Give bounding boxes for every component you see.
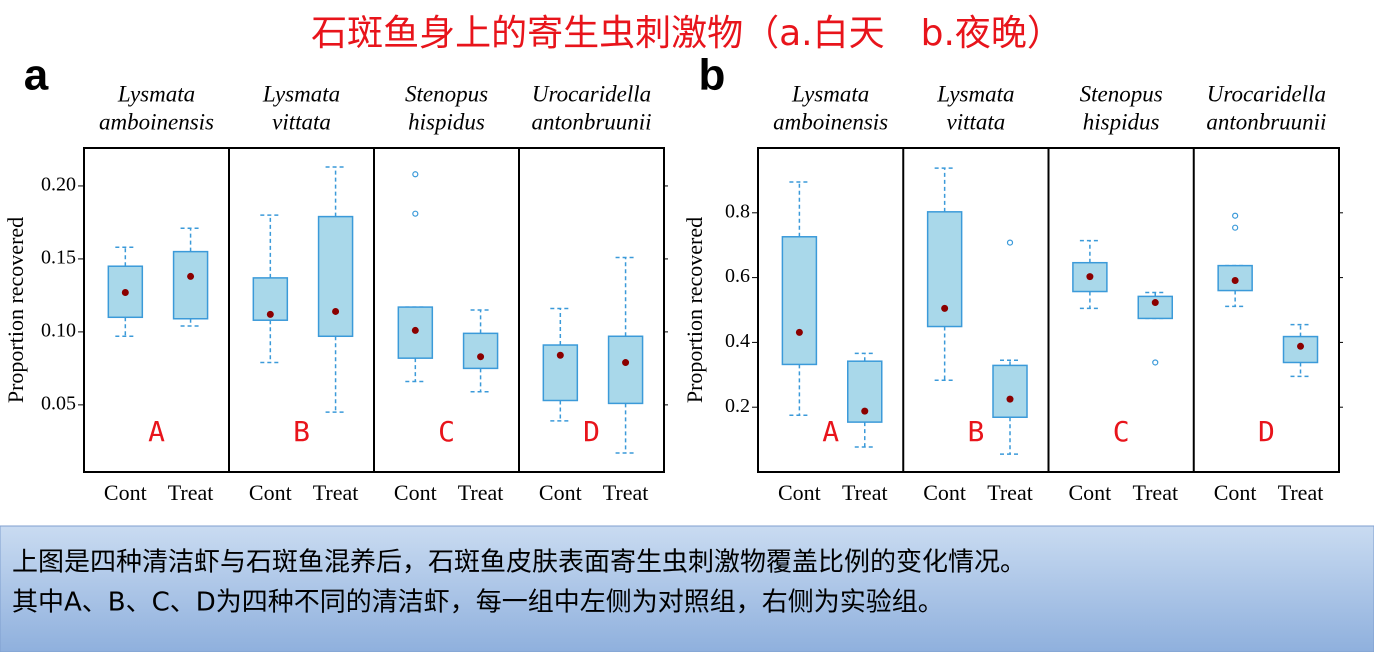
panel-label: a	[24, 51, 49, 100]
outlier	[1152, 359, 1159, 366]
y-tick-label: 0.15	[41, 247, 76, 269]
outlier	[412, 210, 419, 217]
group-letter: D	[583, 415, 600, 448]
outlier	[412, 171, 419, 178]
x-tick-label: Treat	[1132, 480, 1178, 505]
mean-dot	[266, 310, 274, 318]
facet-label: Stenopus	[405, 81, 488, 106]
x-tick-label: Cont	[923, 480, 966, 505]
facet-label: amboinensis	[99, 109, 214, 134]
box	[172, 250, 209, 320]
outlier	[1232, 212, 1239, 219]
x-tick-label: Cont	[778, 480, 821, 505]
facet-label: Lysmata	[117, 81, 195, 106]
box	[607, 335, 644, 405]
x-tick-label: Treat	[1278, 480, 1324, 505]
group-letter: D	[1258, 415, 1275, 448]
mean-dot	[332, 307, 340, 315]
group-letter: C	[438, 415, 455, 448]
x-tick-label: Cont	[249, 480, 292, 505]
panel-label: b	[699, 51, 726, 100]
mean-dot	[861, 407, 869, 415]
mean-dot	[941, 304, 949, 312]
facet-label: antonbruunii	[531, 109, 651, 134]
group-letter: B	[967, 415, 984, 448]
facet-label: vittata	[946, 109, 1005, 134]
box	[462, 332, 499, 370]
y-axis-label: Proportion recovered	[3, 217, 28, 403]
y-tick-label: 0.8	[725, 200, 750, 222]
mean-dot	[1151, 299, 1159, 307]
facet-label: hispidus	[1083, 109, 1160, 134]
plot-frame	[757, 147, 1340, 473]
x-tick-label: Treat	[987, 480, 1033, 505]
facet-label: Lysmata	[791, 81, 869, 106]
box	[317, 215, 354, 338]
mean-dot	[187, 272, 195, 280]
x-tick-label: Treat	[603, 480, 649, 505]
facet-label: vittata	[272, 109, 331, 134]
x-tick-label: Cont	[539, 480, 582, 505]
facet-label: hispidus	[408, 109, 485, 134]
caption-line: 上图是四种清洁虾与石斑鱼混养后，石斑鱼皮肤表面寄生虫刺激物覆盖比例的变化情况。	[12, 548, 1026, 578]
plot-frame	[83, 147, 665, 473]
y-tick-label: 0.20	[41, 174, 76, 196]
box	[781, 236, 818, 366]
mean-dot	[1231, 277, 1239, 285]
facet-label: Stenopus	[1080, 81, 1163, 106]
group-letter: B	[293, 415, 310, 448]
facet-label: Urocaridella	[1207, 81, 1326, 106]
mean-dot	[622, 359, 630, 367]
page-title: 石斑鱼身上的寄生虫刺激物（a.白天 b.夜晚）	[311, 13, 1063, 54]
mean-dot	[121, 288, 129, 296]
y-tick-label: 0.05	[41, 392, 76, 414]
group-letter: A	[148, 415, 165, 448]
x-tick-label: Cont	[104, 480, 147, 505]
box	[992, 364, 1028, 418]
facet-label: antonbruunii	[1206, 109, 1326, 134]
caption-box	[0, 525, 1374, 652]
outlier	[1232, 224, 1239, 231]
facet-label: Lysmata	[262, 81, 340, 106]
outlier	[1006, 239, 1014, 246]
y-axis-label: Proportion recovered	[682, 217, 707, 403]
caption-line: 其中A、B、C、D为四种不同的清洁虾，每一组中左侧为对照组，右侧为实验组。	[12, 588, 944, 618]
x-tick-label: Treat	[168, 480, 214, 505]
mean-dot	[1006, 395, 1014, 403]
box	[1137, 295, 1174, 320]
mean-dot	[477, 353, 485, 361]
mean-dot	[556, 351, 564, 359]
mean-dot	[795, 328, 803, 336]
x-tick-label: Treat	[458, 480, 504, 505]
facet-label: Lysmata	[936, 81, 1014, 106]
x-tick-label: Cont	[1214, 480, 1257, 505]
x-tick-label: Cont	[1068, 480, 1111, 505]
group-letter: A	[822, 415, 839, 448]
x-tick-label: Treat	[313, 480, 359, 505]
facet-label: Urocaridella	[532, 81, 651, 106]
charts: a Proportion recovered 0.05 0.10 0.15 0.20 Lys…	[3, 51, 1343, 505]
y-tick-label: 0.6	[725, 265, 750, 287]
y-tick-label: 0.2	[725, 395, 750, 417]
mean-dot	[411, 326, 419, 334]
y-tick-label: 0.10	[41, 319, 76, 341]
mean-dot	[1086, 273, 1094, 281]
facet-label: amboinensis	[773, 109, 888, 134]
group-letter: C	[1113, 415, 1130, 448]
mean-dot	[1297, 342, 1305, 350]
y-tick-label: 0.4	[725, 330, 750, 352]
x-tick-label: Treat	[842, 480, 888, 505]
x-tick-label: Cont	[394, 480, 437, 505]
